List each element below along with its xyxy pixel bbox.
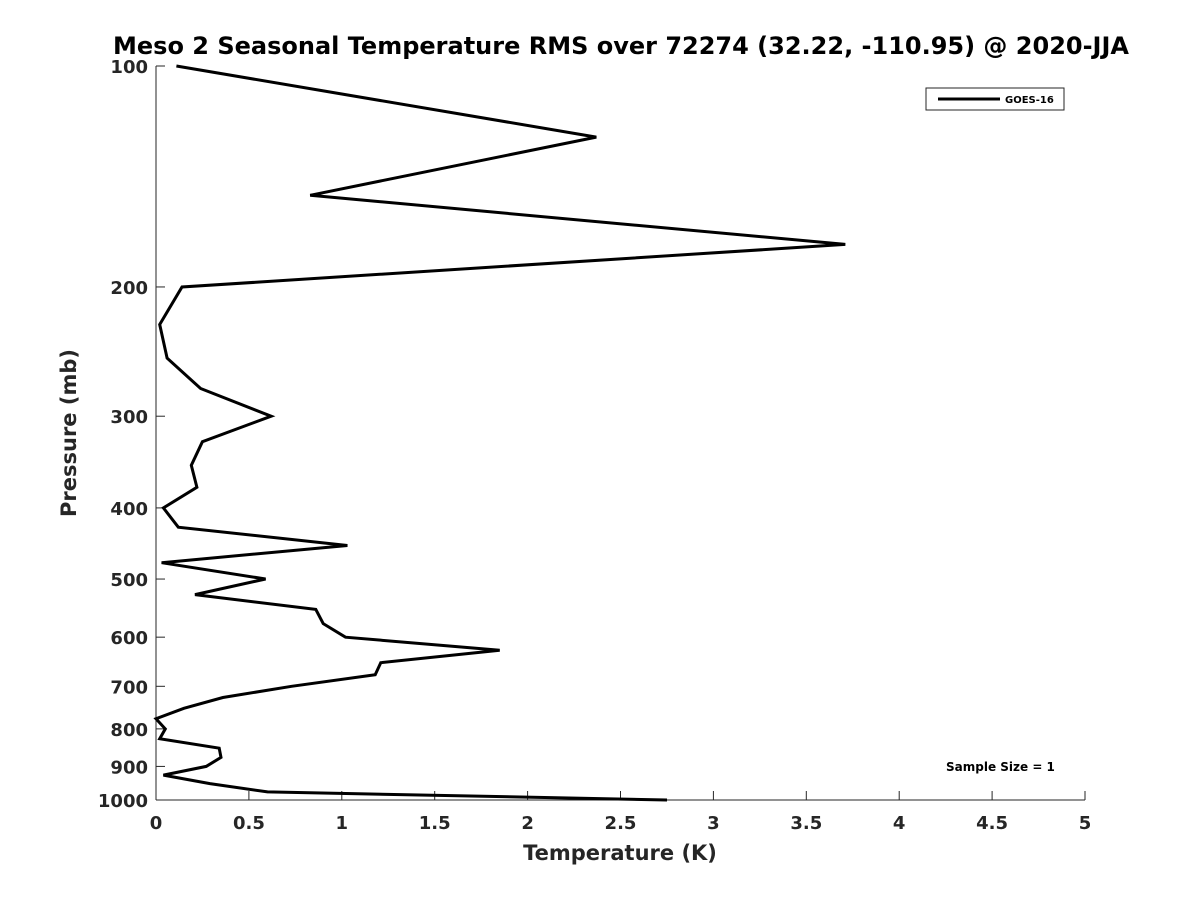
- chart-title: Meso 2 Seasonal Temperature RMS over 722…: [113, 32, 1129, 60]
- y-tick-label: 500: [110, 570, 148, 591]
- x-tick-label: 1.5: [419, 813, 451, 834]
- x-tick-label: 2.5: [605, 813, 637, 834]
- x-tick-label: 1: [336, 813, 349, 834]
- series-layer: [153, 64, 846, 802]
- x-axis-label: Temperature (K): [523, 841, 717, 865]
- x-tick-label: 3.5: [790, 813, 822, 834]
- y-tick-label: 400: [110, 499, 148, 520]
- legend-label-goes-16: GOES-16: [1005, 95, 1054, 106]
- y-tick-label: 700: [110, 677, 148, 698]
- legend: GOES-16: [925, 87, 1065, 111]
- sample-size-annotation: Sample Size = 1: [946, 760, 1055, 774]
- y-tick-label: 1000: [98, 791, 148, 812]
- x-tick-label: 4.5: [976, 813, 1008, 834]
- y-tick-label: 600: [110, 628, 148, 649]
- y-tick-label: 300: [110, 407, 148, 428]
- x-tick-label: 0.5: [233, 813, 265, 834]
- y-tick-label: 100: [110, 57, 148, 78]
- x-tick-label: 0: [150, 813, 163, 834]
- y-axis-ticks: 100 200 300 400 500 600 700 800 900 1000: [98, 57, 165, 812]
- x-tick-label: 5: [1079, 813, 1092, 834]
- plot-area: [156, 66, 1085, 800]
- y-tick-label: 200: [110, 278, 148, 299]
- x-axis-ticks: 0 0.5 1 1.5 2 2.5 3 3.5 4 4.5 5: [150, 791, 1092, 834]
- x-tick-label: 3: [707, 813, 720, 834]
- x-tick-label: 2: [521, 813, 534, 834]
- y-tick-label: 900: [110, 757, 148, 778]
- y-tick-label: 800: [110, 720, 148, 741]
- y-axis-label: Pressure (mb): [57, 349, 81, 517]
- x-tick-label: 4: [893, 813, 906, 834]
- series-line-0: [153, 64, 846, 802]
